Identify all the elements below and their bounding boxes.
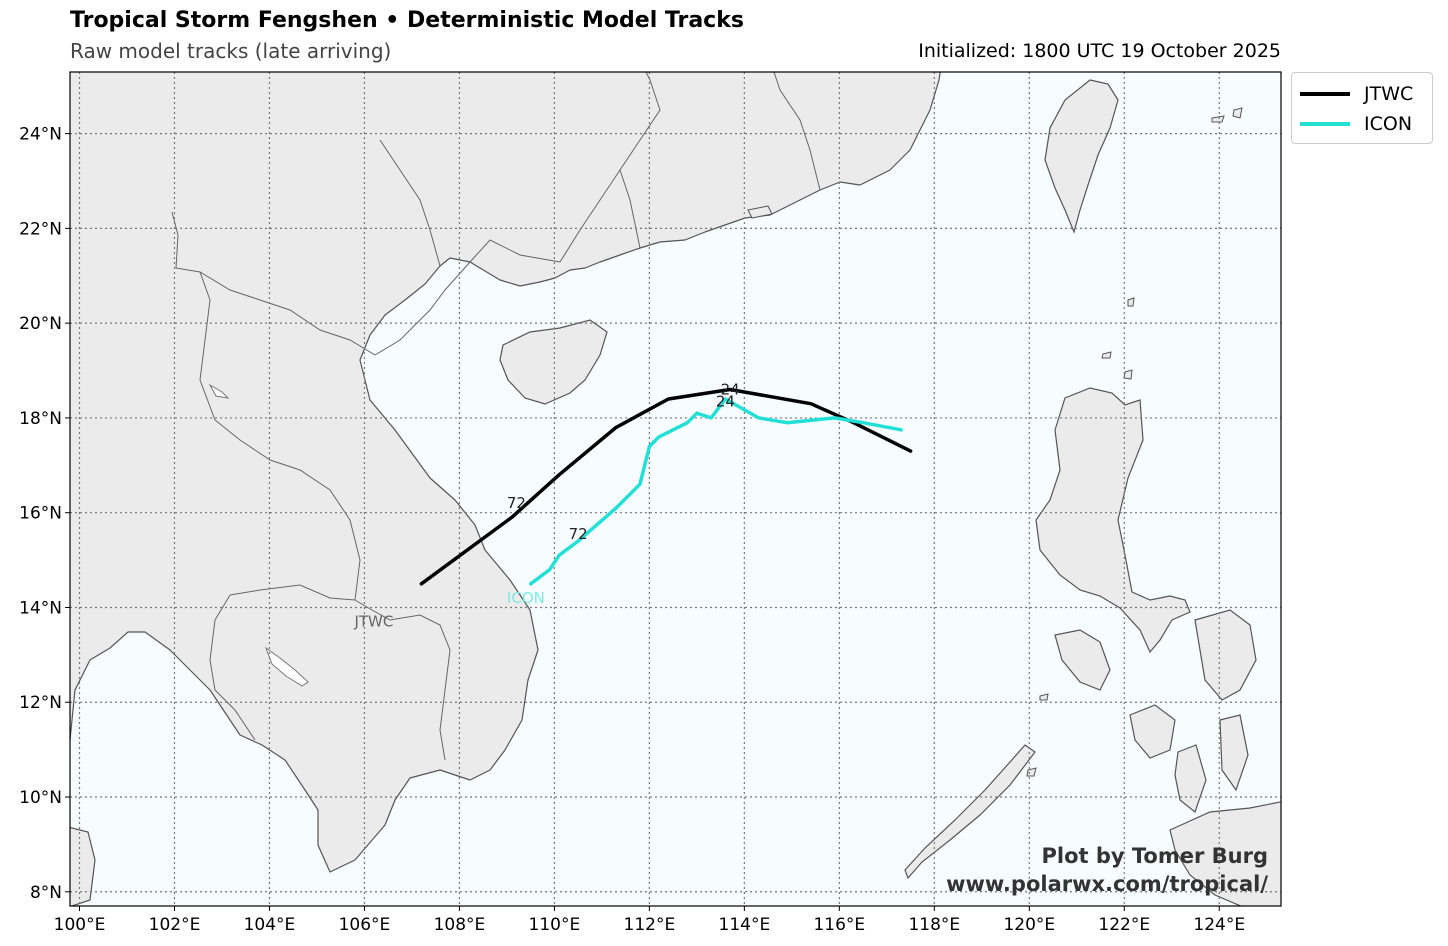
legend-label-icon: ICON [1364,113,1413,135]
forecast-hour-label-icon: 24 [716,392,735,410]
lon-tick-label: 102°E [149,915,201,935]
credit-author: Plot by Tomer Burg [1041,844,1269,868]
legend-item-jtwc: JTWC [1300,82,1413,106]
land-negros [1174,744,1207,814]
land-taiwan [1044,79,1119,234]
land-island-east [1211,115,1225,123]
lon-tick-label: 120°E [1003,915,1055,935]
chart-subtitle: Raw model tracks (late arriving) [70,39,392,63]
forecast-hour-label-jtwc: 24 [721,380,740,398]
country-borders [171,72,821,761]
land-hainan [499,319,608,405]
lon-tick-label: 106°E [339,915,391,935]
land-leyte [1219,714,1249,792]
lon-tick-label: 116°E [813,915,865,935]
credit-url: www.polarwx.com/tropical/ [946,872,1268,896]
map-frame [69,71,1282,907]
land-mindoro [1054,629,1111,691]
land-palawan [904,744,1036,880]
lon-tick-label: 112°E [624,915,676,935]
land-mindanao [1169,801,1281,906]
land-malay-peninsula [70,826,96,906]
track-line-icon [528,397,903,586]
land-islet-1 [1101,351,1112,359]
lat-tick-label: 20°N [19,314,62,334]
legend-swatch-jtwc [1300,92,1350,96]
forecast-hour-label-icon: 72 [569,525,588,543]
lon-tick-label: 110°E [529,915,581,935]
lon-tick-label: 104°E [244,915,296,935]
lon-tick-label: 108°E [434,915,486,935]
land-islet-5 [1039,693,1049,701]
graticule [70,72,1281,906]
lon-tick-label: 100°E [54,915,106,935]
track-end-label-jtwc: JTWC [353,613,393,631]
track-label-layer: 24 72 JTWC 24 72 ICON [353,380,739,630]
land-panay [1129,704,1176,759]
chart-title: Tropical Storm Fengshen • Deterministic … [70,8,744,33]
land-samar [1194,609,1257,701]
lake-laos [208,383,230,399]
land-islet-2 [1123,369,1133,380]
lat-tick-label: 10°N [19,788,62,808]
lat-tick-label: 18°N [19,409,62,429]
lat-tick-label: 24°N [19,125,62,145]
lat-tick-label: 22°N [19,219,62,239]
land-island-east-2 [1232,107,1243,119]
land-islet-3 [1127,297,1135,307]
legend-item-icon: ICON [1300,112,1412,136]
land-luzon [1035,387,1191,654]
lon-tick-label: 118°E [908,915,960,935]
legend-swatch-icon [1300,122,1350,126]
land-layer [70,72,1281,906]
land-island-hk [747,205,773,219]
axis-tick-labels: 100°E 102°E 104°E 106°E 108°E 110°E 112°E 114°E… [19,125,1245,935]
initialized-time: Initialized: 1800 UTC 19 October 2025 [918,40,1281,62]
legend: JTWC ICON [1291,72,1433,144]
lon-tick-label: 122°E [1098,915,1150,935]
lake-tonle-sap [264,646,309,687]
lon-tick-label: 114°E [719,915,771,935]
lat-tick-label: 12°N [19,693,62,713]
lon-tick-label: 124°E [1193,915,1245,935]
lat-tick-label: 16°N [19,504,62,524]
lat-tick-label: 8°N [30,883,62,903]
track-line-jtwc [419,387,913,586]
forecast-hour-label-jtwc: 72 [507,494,526,512]
lat-tick-label: 14°N [19,598,62,618]
track-layer [419,387,913,586]
legend-label-jtwc: JTWC [1364,83,1414,105]
track-end-label-icon: ICON [507,589,545,607]
